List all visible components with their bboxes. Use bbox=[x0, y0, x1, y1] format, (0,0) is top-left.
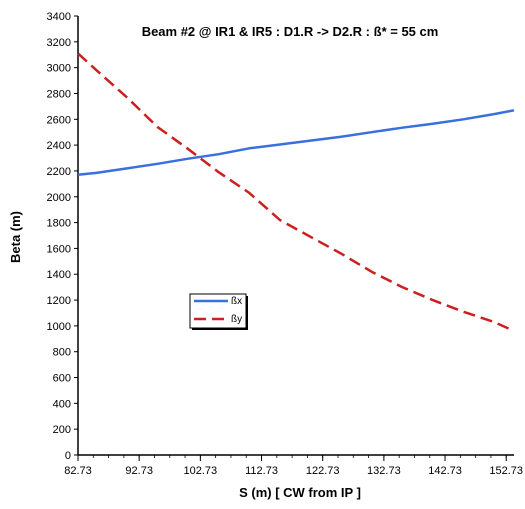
axes: 0 200 400 600 800 1000 1200 1400 1600 1800 2000 220… bbox=[47, 11, 524, 477]
y-tick-label: 1800 bbox=[47, 218, 71, 230]
x-tick-label: 102.73 bbox=[184, 465, 218, 477]
y-tick-label: 3000 bbox=[47, 63, 71, 75]
chart-title: Beam #2 @ IR1 & IR5 : D1.R -> D2.R : ß* … bbox=[142, 24, 439, 39]
legend-label-beta-y: ßy bbox=[231, 314, 242, 325]
y-tick-label: 1600 bbox=[47, 243, 71, 255]
x-tick-label: 132.73 bbox=[367, 465, 401, 477]
x-tick-label: 82.73 bbox=[64, 465, 92, 477]
x-tick-label: 112.73 bbox=[245, 465, 278, 477]
y-tick-label: 1400 bbox=[47, 269, 71, 281]
series-line-beta-y bbox=[77, 52, 515, 333]
y-tick-label: 2200 bbox=[47, 166, 71, 178]
y-tick-label: 800 bbox=[53, 347, 71, 359]
series-lines bbox=[77, 52, 515, 333]
y-tick-label: 3200 bbox=[47, 37, 71, 49]
x-tick-label: 122.73 bbox=[306, 465, 340, 477]
y-tick-label: 2400 bbox=[47, 140, 71, 152]
y-tick-label: 3400 bbox=[47, 11, 71, 23]
y-tick-label: 1000 bbox=[47, 321, 71, 333]
x-axis-label: S (m) [ CW from IP ] bbox=[239, 485, 361, 500]
legend: ßx ßy bbox=[189, 293, 248, 330]
legend-frame-shadow bbox=[192, 328, 248, 330]
legend-frame-shadow bbox=[246, 296, 248, 330]
y-tick-label: 600 bbox=[53, 373, 71, 385]
y-tick-label: 0 bbox=[65, 450, 71, 462]
y-tick-label: 2600 bbox=[47, 114, 71, 126]
y-tick-label: 400 bbox=[53, 398, 71, 410]
legend-label-beta-x: ßx bbox=[231, 296, 242, 307]
y-tick-label: 200 bbox=[53, 424, 71, 436]
y-tick-label: 2000 bbox=[47, 192, 71, 204]
x-tick-label: 92.73 bbox=[125, 465, 153, 477]
x-tick-label: 142.73 bbox=[428, 465, 462, 477]
y-axis-label: Beta (m) bbox=[8, 211, 23, 263]
y-tick-label: 1200 bbox=[47, 295, 71, 307]
x-tick-label: 152.73 bbox=[489, 465, 523, 477]
legend-frame bbox=[189, 293, 247, 329]
series-line-beta-x bbox=[77, 109, 515, 177]
y-tick-label: 2800 bbox=[47, 88, 71, 100]
